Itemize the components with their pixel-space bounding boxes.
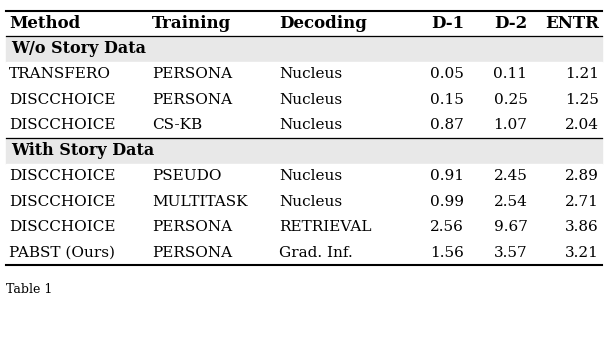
Text: Grad. Inf.: Grad. Inf. — [279, 246, 353, 260]
Text: 1.07: 1.07 — [494, 118, 527, 132]
Bar — [6, 36, 602, 62]
Text: Nucleus: Nucleus — [279, 118, 342, 132]
Text: 2.54: 2.54 — [494, 195, 527, 209]
Text: 0.11: 0.11 — [493, 67, 527, 81]
Bar — [6, 113, 602, 138]
Text: MULTITASK: MULTITASK — [152, 195, 247, 209]
Text: W/o Story Data: W/o Story Data — [11, 40, 146, 57]
Text: 1.21: 1.21 — [565, 67, 599, 81]
Text: Table 1: Table 1 — [6, 283, 52, 296]
Text: D-2: D-2 — [494, 15, 527, 32]
Bar — [6, 11, 602, 36]
Text: D-1: D-1 — [430, 15, 464, 32]
Text: 3.21: 3.21 — [565, 246, 599, 260]
Text: ENTR: ENTR — [545, 15, 599, 32]
Text: 2.56: 2.56 — [430, 220, 464, 234]
Text: 1.56: 1.56 — [430, 246, 464, 260]
Text: PERSONA: PERSONA — [152, 220, 232, 234]
Text: 2.89: 2.89 — [565, 169, 599, 183]
Text: PERSONA: PERSONA — [152, 246, 232, 260]
Text: PSEUDO: PSEUDO — [152, 169, 222, 183]
Text: DISCCHOICE: DISCCHOICE — [9, 169, 116, 183]
Text: 3.86: 3.86 — [565, 220, 599, 234]
Text: Nucleus: Nucleus — [279, 93, 342, 107]
Text: Method: Method — [9, 15, 80, 32]
Text: 9.67: 9.67 — [494, 220, 527, 234]
Text: TRANSFERO: TRANSFERO — [9, 67, 111, 81]
Bar — [6, 240, 602, 266]
Text: 0.91: 0.91 — [430, 169, 464, 183]
Text: DISCCHOICE: DISCCHOICE — [9, 220, 116, 234]
Text: Nucleus: Nucleus — [279, 195, 342, 209]
Text: DISCCHOICE: DISCCHOICE — [9, 118, 116, 132]
Text: 0.87: 0.87 — [430, 118, 464, 132]
Bar — [6, 62, 602, 87]
Text: RETRIEVAL: RETRIEVAL — [279, 220, 371, 234]
Text: 0.25: 0.25 — [494, 93, 527, 107]
Bar — [6, 87, 602, 113]
Text: DISCCHOICE: DISCCHOICE — [9, 195, 116, 209]
Text: DISCCHOICE: DISCCHOICE — [9, 93, 116, 107]
Text: 0.99: 0.99 — [430, 195, 464, 209]
Text: CS-KB: CS-KB — [152, 118, 202, 132]
Text: With Story Data: With Story Data — [11, 142, 154, 159]
Bar — [6, 138, 602, 164]
Text: 1.25: 1.25 — [565, 93, 599, 107]
Text: 2.04: 2.04 — [565, 118, 599, 132]
Text: 3.57: 3.57 — [494, 246, 527, 260]
Text: Decoding: Decoding — [279, 15, 367, 32]
Bar — [6, 215, 602, 240]
Text: PABST (Ours): PABST (Ours) — [9, 246, 115, 260]
Text: PERSONA: PERSONA — [152, 67, 232, 81]
Text: PERSONA: PERSONA — [152, 93, 232, 107]
Text: 2.45: 2.45 — [494, 169, 527, 183]
Text: 0.05: 0.05 — [430, 67, 464, 81]
Bar — [6, 164, 602, 189]
Bar — [6, 189, 602, 215]
Text: 0.15: 0.15 — [430, 93, 464, 107]
Text: 2.71: 2.71 — [565, 195, 599, 209]
Text: Training: Training — [152, 15, 232, 32]
Text: Nucleus: Nucleus — [279, 169, 342, 183]
Text: Nucleus: Nucleus — [279, 67, 342, 81]
